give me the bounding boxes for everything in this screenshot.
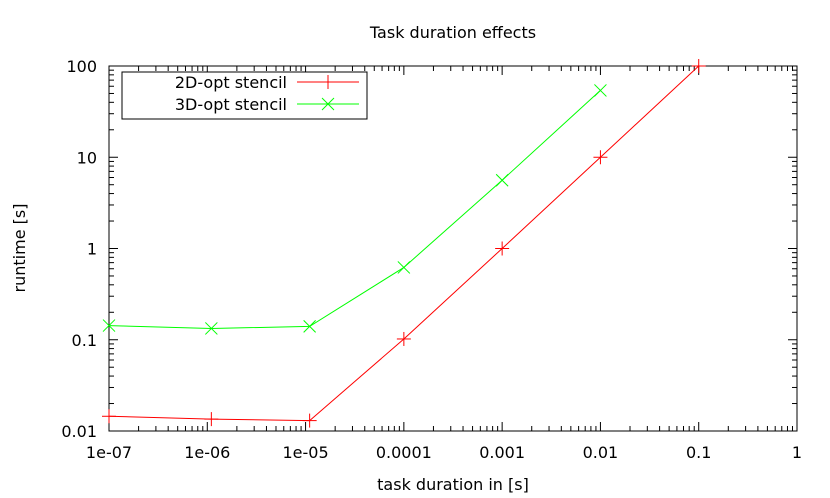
legend-marker xyxy=(321,75,335,89)
y-tick-label: 0.01 xyxy=(61,422,97,441)
y-tick-label: 100 xyxy=(66,57,97,76)
x-tick-label: 0.0001 xyxy=(376,443,432,462)
y-tick-label: 0.1 xyxy=(72,331,97,350)
marker-stroke xyxy=(594,84,607,97)
marker-stroke xyxy=(321,97,335,111)
data-point xyxy=(396,331,411,346)
marker-stroke xyxy=(495,173,509,187)
data-point xyxy=(102,409,116,424)
data-point xyxy=(302,413,317,428)
marker-stroke xyxy=(397,261,411,274)
x-tick-label: 0.001 xyxy=(479,443,525,462)
x-tick-label: 1 xyxy=(792,443,802,462)
data-point xyxy=(594,84,607,97)
series-layer xyxy=(102,59,706,428)
legend-label: 3D-opt stencil xyxy=(175,95,287,114)
y-axis-label: runtime [s] xyxy=(10,204,29,293)
marker-stroke xyxy=(205,322,218,335)
y-tick-label: 10 xyxy=(77,148,97,167)
x-tick-label: 1e-07 xyxy=(86,443,132,462)
x-tick-label: 0.1 xyxy=(686,443,711,462)
x-tick-label: 1e-05 xyxy=(282,443,328,462)
series-0 xyxy=(102,59,706,428)
y-tick-label: 1 xyxy=(87,240,97,259)
data-point xyxy=(593,150,608,165)
legend-label: 2D-opt stencil xyxy=(175,73,287,92)
data-point xyxy=(102,319,116,332)
legend-marker xyxy=(321,97,335,111)
x-tick-label: 0.01 xyxy=(583,443,619,462)
series-1 xyxy=(102,84,607,335)
data-point xyxy=(495,173,509,187)
marker-stroke xyxy=(303,320,316,333)
series-line xyxy=(108,90,601,329)
data-point xyxy=(397,261,411,274)
data-point xyxy=(495,241,510,256)
legend-box xyxy=(121,71,368,120)
legend: 2D-opt stencil 3D-opt stencil xyxy=(121,71,368,120)
x-tick-label: 1e-06 xyxy=(184,443,230,462)
data-point xyxy=(691,59,706,73)
chart-title: Task duration effects xyxy=(369,23,536,42)
plot-frame xyxy=(108,65,798,432)
marker-stroke xyxy=(102,319,116,332)
data-point xyxy=(205,322,218,335)
ticks: 1e-07 1e-06 1e-05 0.0001 0.001 0.01 0.1 1 0.01 0.… xyxy=(61,57,802,462)
data-point xyxy=(303,320,316,333)
data-point xyxy=(204,412,219,427)
x-axis-label: task duration in [s] xyxy=(377,475,529,494)
